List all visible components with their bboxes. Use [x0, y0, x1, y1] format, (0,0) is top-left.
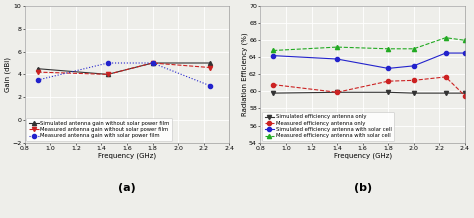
Measured antenna gain with solar power film: [105, 62, 110, 64]
Measured efficiency antenna with solar cell: [443, 36, 448, 39]
Simulated efficiency antenna only: [334, 91, 340, 94]
Text: (a): (a): [118, 184, 136, 194]
Simulated antenna gain without solar power film: [105, 73, 110, 76]
Measured efficiency antenna with solar cell: [385, 48, 391, 50]
Measured antenna gain without solar power film: [150, 62, 155, 64]
Line: Simulated antenna gain without solar power film: Simulated antenna gain without solar pow…: [36, 61, 212, 77]
Simulated efficiency antenna with solar cell: [462, 52, 468, 54]
Simulated efficiency antenna only: [270, 92, 276, 94]
Legend: Simulated efficiency antenna only, Measured efficiency antenna only, Simulated e: Simulated efficiency antenna only, Measu…: [262, 112, 394, 141]
Measured antenna gain without solar power film: [35, 71, 40, 73]
Y-axis label: Gain (dBi): Gain (dBi): [4, 57, 11, 92]
Simulated antenna gain without solar power film: [35, 67, 40, 70]
Measured antenna gain without solar power film: [207, 66, 213, 69]
Measured efficiency antenna with solar cell: [411, 48, 417, 50]
X-axis label: Frequency (GHz): Frequency (GHz): [334, 152, 392, 159]
Measured efficiency antenna with solar cell: [462, 39, 468, 42]
Line: Measured efficiency antenna only: Measured efficiency antenna only: [271, 75, 467, 98]
Simulated efficiency antenna with solar cell: [334, 58, 340, 60]
Line: Simulated efficiency antenna with solar cell: Simulated efficiency antenna with solar …: [271, 51, 467, 70]
Simulated efficiency antenna with solar cell: [270, 54, 276, 57]
Measured antenna gain with solar power film: [150, 62, 155, 64]
Measured antenna gain with solar power film: [35, 79, 40, 81]
Measured efficiency antenna with solar cell: [270, 49, 276, 52]
Text: (b): (b): [354, 184, 372, 194]
Measured antenna gain without solar power film: [105, 73, 110, 76]
Measured efficiency antenna only: [270, 83, 276, 86]
Simulated antenna gain without solar power film: [150, 62, 155, 64]
Line: Measured antenna gain without solar power film: Measured antenna gain without solar powe…: [36, 61, 212, 77]
Simulated efficiency antenna with solar cell: [443, 52, 448, 54]
Measured efficiency antenna with solar cell: [334, 46, 340, 48]
Measured efficiency antenna only: [443, 76, 448, 78]
Simulated efficiency antenna only: [443, 92, 448, 94]
Line: Simulated efficiency antenna only: Simulated efficiency antenna only: [271, 90, 467, 95]
Measured antenna gain with solar power film: [207, 84, 213, 87]
Simulated efficiency antenna only: [385, 91, 391, 94]
Simulated efficiency antenna only: [462, 92, 468, 94]
Simulated efficiency antenna with solar cell: [385, 67, 391, 70]
Y-axis label: Radiation Efficiency (%): Radiation Efficiency (%): [241, 32, 247, 116]
Legend: Simulated antenna gain without solar power film, Measured antenna gain without s: Simulated antenna gain without solar pow…: [27, 118, 172, 141]
Measured efficiency antenna only: [462, 94, 468, 97]
Simulated efficiency antenna only: [411, 92, 417, 94]
Measured efficiency antenna only: [334, 91, 340, 94]
Simulated antenna gain without solar power film: [207, 62, 213, 64]
Simulated efficiency antenna with solar cell: [411, 65, 417, 67]
Line: Measured antenna gain with solar power film: Measured antenna gain with solar power f…: [36, 61, 212, 88]
Line: Measured efficiency antenna with solar cell: Measured efficiency antenna with solar c…: [271, 36, 467, 53]
Measured efficiency antenna only: [411, 79, 417, 82]
Measured efficiency antenna only: [385, 80, 391, 82]
X-axis label: Frequency (GHz): Frequency (GHz): [98, 152, 156, 159]
